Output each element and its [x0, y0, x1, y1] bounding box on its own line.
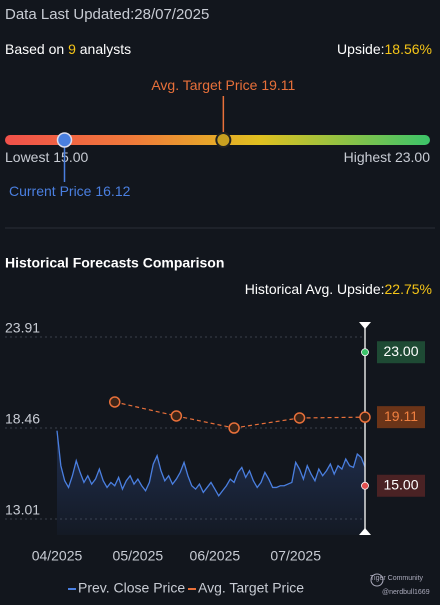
avg-end-label: 19.11 — [384, 408, 418, 424]
avg-label: Avg. Target Price — [151, 77, 257, 93]
updated: Data Last Updated:28/07/2025 — [5, 6, 209, 23]
highest-end-label: 23.00 — [383, 343, 418, 359]
subtitle-label: Historical Avg. Upside: — [245, 281, 385, 297]
chart-title: Historical Forecasts Comparison — [5, 255, 224, 271]
x-tick-label: 06/2025 — [190, 548, 241, 564]
avg-marker — [215, 132, 232, 148]
target-connector — [234, 417, 300, 429]
highest-label: Highest — [344, 149, 392, 165]
target-point — [228, 422, 240, 434]
lowest-value: 15.00 — [53, 149, 88, 165]
price-line — [56, 430, 366, 497]
target-point — [170, 410, 183, 422]
lowest-label: Lowest — [5, 149, 49, 165]
target-point — [293, 412, 306, 424]
y-tick-label: 13.01 — [5, 502, 40, 518]
watermark-brand: Tiger Community — [370, 575, 424, 582]
chart-subtitle: Historical Avg. Upside:22.75% — [245, 281, 432, 297]
current-marker — [56, 132, 73, 148]
target-connector — [176, 415, 235, 429]
x-tick-label: 07/2025 — [270, 548, 321, 564]
lowest-end-label: 15.00 — [383, 476, 418, 492]
target-connector — [114, 401, 177, 417]
lowest-end-box — [377, 474, 425, 497]
target-connector — [299, 416, 366, 419]
x-tick-label: 04/2025 — [32, 548, 83, 564]
cursor-bottom — [359, 528, 371, 535]
legend-label: Avg. Target Price — [198, 580, 304, 596]
avg-target: Avg. Target Price 19.11 — [151, 77, 295, 93]
highest-end-dot — [361, 348, 369, 357]
updated-date: 28/07/2025 — [134, 6, 209, 23]
upside-value: 18.56% — [385, 41, 432, 57]
y-tick-label: 23.91 — [5, 320, 40, 336]
updated-label: Data Last Updated: — [5, 6, 134, 23]
current: Current Price 16.12 — [9, 183, 131, 199]
highest: Highest 23.00 — [344, 149, 431, 165]
target-point — [109, 396, 121, 408]
x-tick-label: 05/2025 — [113, 548, 164, 564]
y-tick-label: 18.46 — [5, 411, 40, 427]
highest-value: 23.00 — [395, 149, 430, 165]
avg-value: 19.11 — [261, 77, 295, 93]
analysts: Based on 9 analysts — [5, 41, 131, 57]
upside-label: Upside: — [337, 41, 384, 57]
analysts-prefix: Based on — [5, 41, 64, 57]
subtitle-value: 22.75% — [385, 281, 432, 297]
lowest-end-dot — [361, 481, 369, 490]
target-point — [359, 411, 371, 423]
cursor-top — [359, 322, 371, 329]
current-label: Current Price — [9, 183, 92, 199]
lowest: Lowest 15.00 — [5, 149, 88, 165]
watermark-user: @nerdbull1669 — [382, 589, 430, 596]
highest-end-box — [377, 341, 425, 364]
analysts-suffix: analysts — [80, 41, 131, 57]
watermark-logo — [370, 573, 384, 587]
analysts-count: 9 — [68, 41, 76, 57]
current-value: 16.12 — [95, 183, 130, 199]
legend-label: Prev. Close Price — [78, 580, 185, 596]
avg-end-box — [377, 406, 425, 429]
upside: Upside:18.56% — [337, 41, 432, 57]
